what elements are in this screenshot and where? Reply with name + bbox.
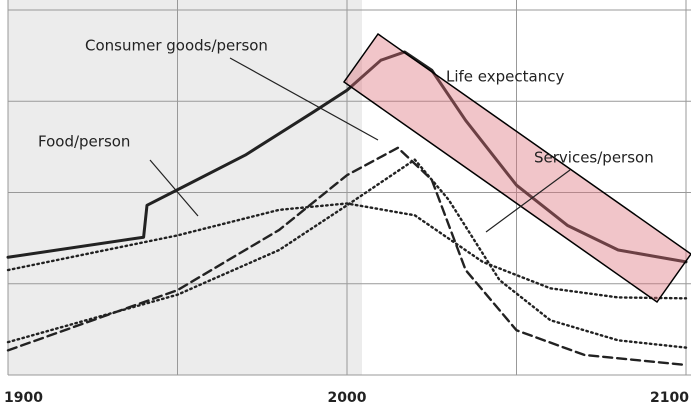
line (6, 50, 688, 264)
annotation: Food/person (38, 133, 130, 151)
x-tick-label: 2100 (650, 390, 689, 406)
x-tick-label: 2000 (328, 390, 367, 406)
highlight-box (342, 32, 691, 304)
annotation: Services/person (534, 149, 654, 167)
annotation: Life expectancy (446, 68, 564, 86)
line (6, 146, 688, 367)
line (6, 202, 688, 300)
leader (485, 169, 571, 233)
leader (229, 57, 379, 141)
leader (149, 159, 199, 217)
x-tick-label: 1900 (4, 390, 43, 406)
annotation: Consumer goods/person (85, 37, 268, 55)
line (6, 158, 688, 349)
